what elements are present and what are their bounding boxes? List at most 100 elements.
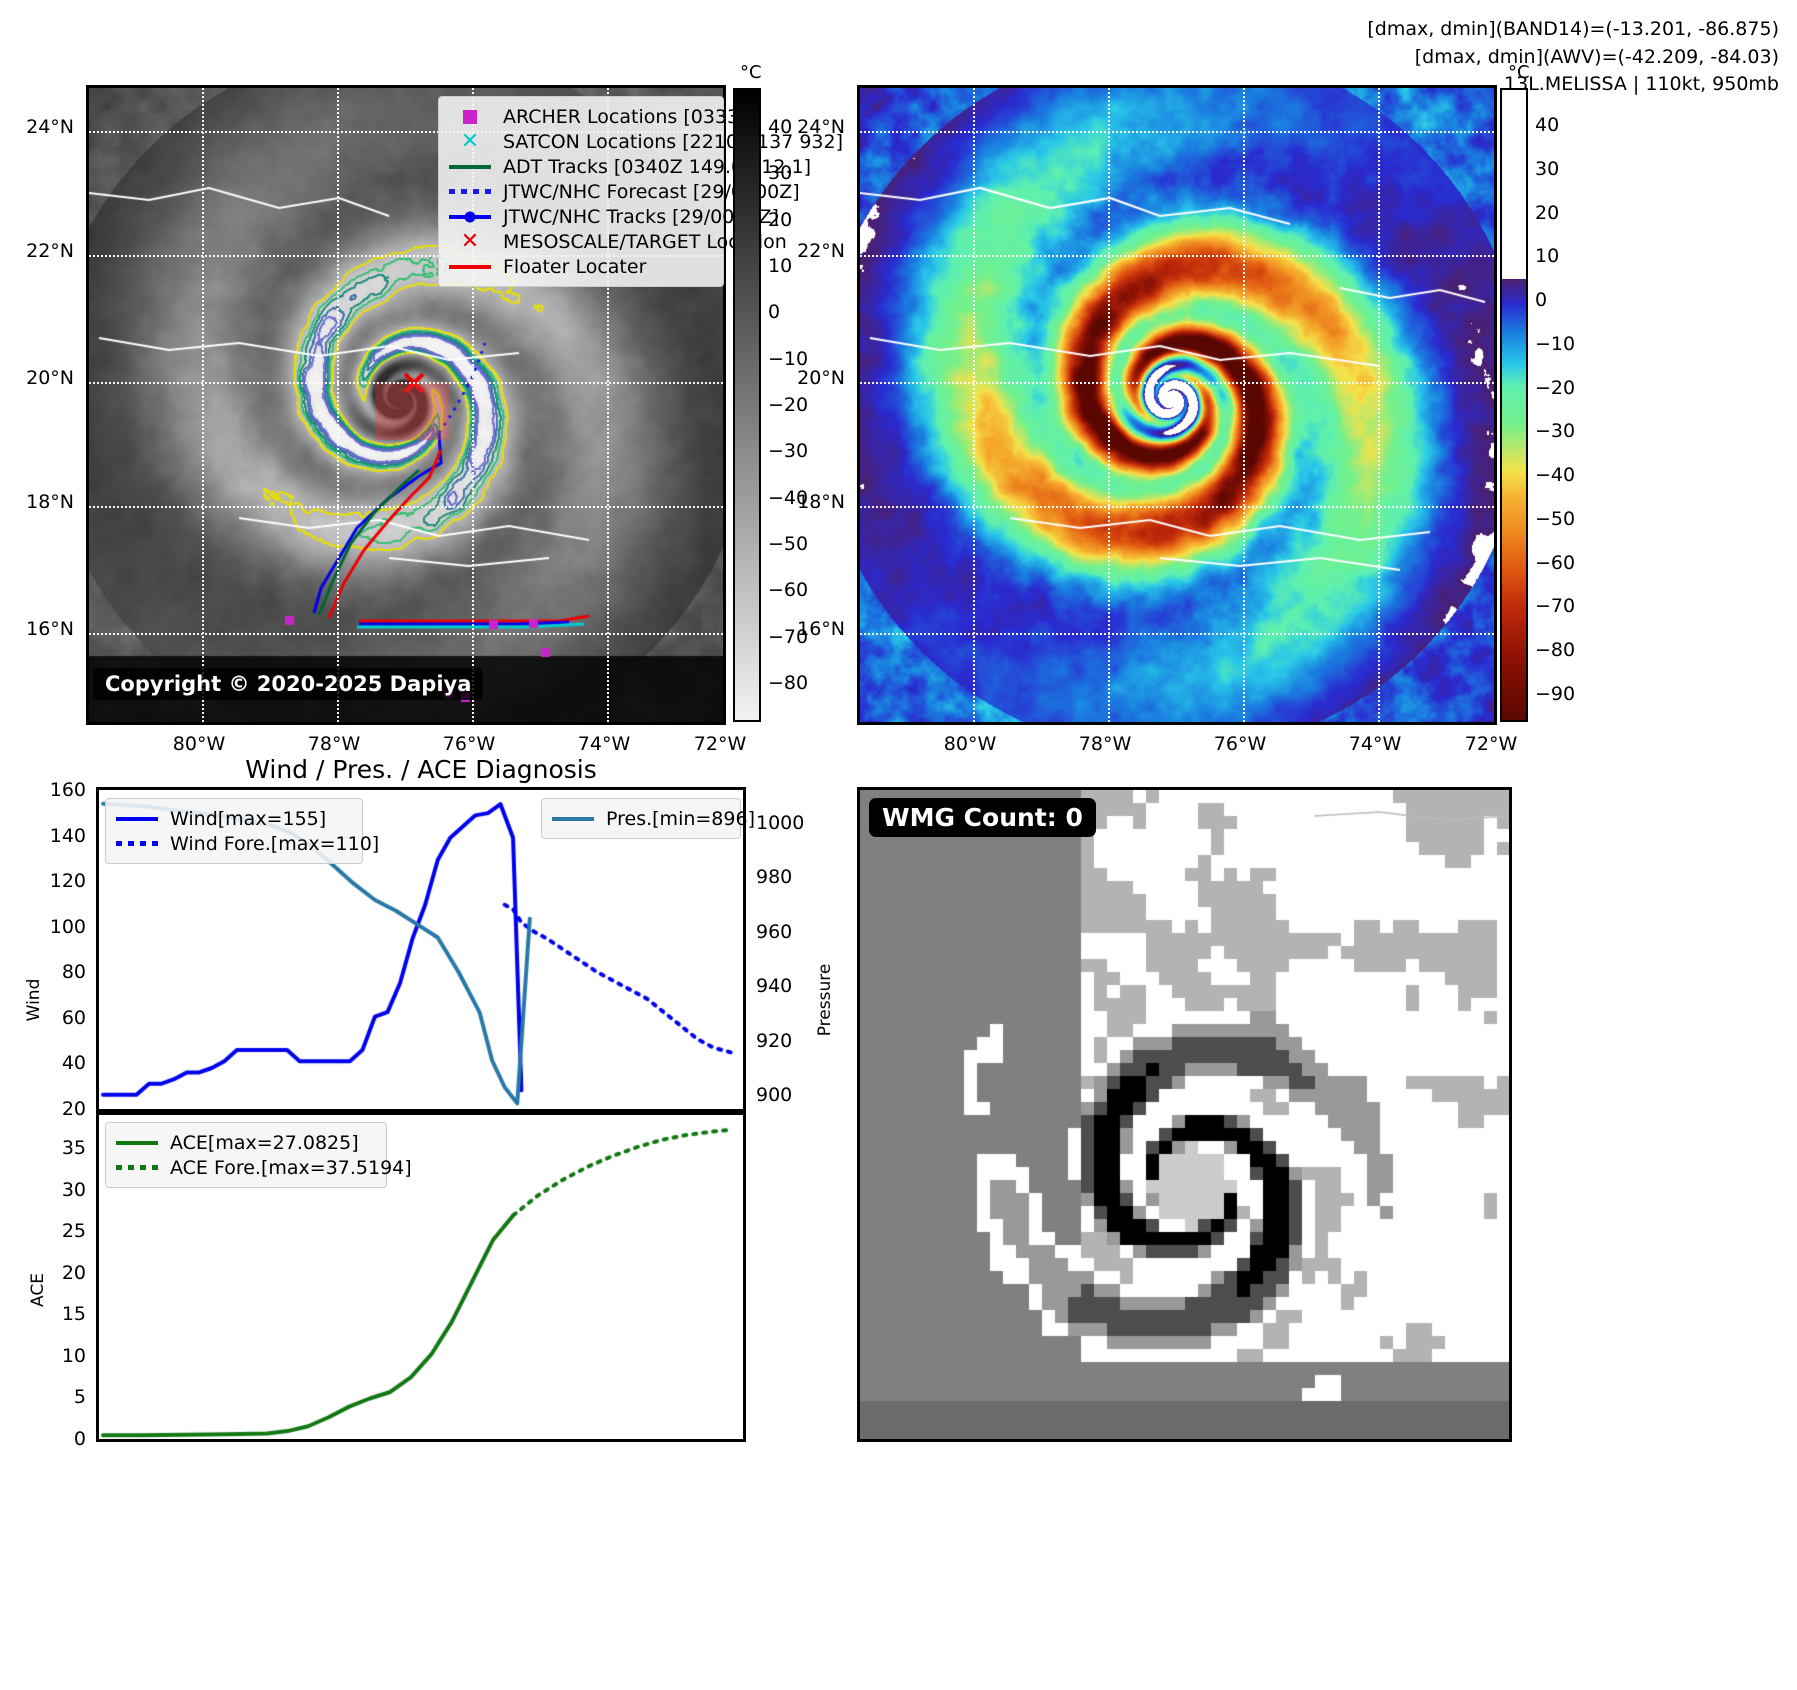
axis-tick-label: 16°N [797,618,845,640]
axis-tick-label: 22°N [26,240,74,262]
axis-tick-label: 25 [61,1220,86,1243]
legend-label: ARCHER Locations [0333Z] [503,105,760,128]
legend-key-icon [114,841,160,846]
axis-tick-label: 74°W [577,733,631,755]
colorbar-tick-label: −20 [1535,376,1576,399]
colorbar-tick-label: −70 [768,625,809,648]
legend-key-icon [114,1140,160,1145]
colorbar-tick-label: 10 [1535,245,1560,268]
colorbar-tick-label: −30 [1535,420,1576,443]
ir-color-enhanced-map[interactable] [857,85,1497,725]
axis-tick-label: 20°N [797,367,845,389]
colorbar-tick-label: −50 [1535,507,1576,530]
wmg-panel[interactable]: WMG Count: 0 [857,787,1512,1442]
legend-label: Wind Fore.[max=110] [170,832,380,855]
wind-chart-legend-left: Wind[max=155] Wind Fore.[max=110] [105,798,379,864]
colorbar-tick-label: −90 [1535,682,1576,705]
axis-tick-label: 980 [756,866,793,889]
legend-item: ACE[max=27.0825] [114,1130,376,1155]
legend-item: ✕ MESOSCALE/TARGET Location [447,228,787,254]
legend-key-icon [447,164,493,169]
colorbar-tick-label: −70 [1535,595,1576,618]
colorbar-tick-label: 40 [768,116,793,139]
legend-item: JTWC/NHC Tracks [29/0000Z] [447,204,779,229]
axis-tick-label: 0 [73,1428,86,1450]
colorbar-tick-label: 30 [1535,157,1560,180]
legend-key-icon [447,264,493,269]
ir-map-legend: ARCHER Locations [0333Z] ✕ SATCON Location… [438,96,843,287]
legend-label: JTWC/NHC Forecast [29/0000Z] [503,180,800,203]
axis-tick-label: 20°N [26,367,74,389]
ir-colorbar: 40 30 20 10 0 −10 −20 −30 −40 −50 −60 −70 −80 [733,88,808,722]
legend-label: MESOSCALE/TARGET Location [503,230,787,253]
wmg-count-badge: WMG Count: 0 [869,798,1096,837]
axis-tick-label: 60 [61,1006,86,1029]
wind-chart-legend-right: Pres.[min=896] [541,798,755,839]
legend-label: ACE Fore.[max=37.5194] [170,1156,412,1179]
header-stats: [dmax, dmin](BAND14)=(-13.201, -86.875) … [1367,16,1779,99]
storm-info: 13L.MELISSA | 110kt, 950mb [1504,73,1779,96]
axis-tick-label: 18°N [26,491,74,513]
legend-label: ADT Tracks [0340Z 149.0 912.1] [503,155,811,178]
axis-tick-label: 78°W [1078,733,1132,755]
axis-tick-label: 30 [61,1178,86,1201]
legend-label: Floater Locater [503,255,647,278]
colorbar-tick-label: 40 [1535,113,1560,136]
axis-tick-label: 72°W [1464,733,1518,755]
colorbar-tick-label: −60 [768,579,809,602]
axis-tick-label: 10 [61,1344,86,1367]
axis-tick-label: 24°N [797,116,845,138]
legend-item: Wind Fore.[max=110] [114,831,379,856]
axis-tick-label: 160 [49,779,86,801]
colorbar-tick-label: −30 [768,440,809,463]
color-colorbar-unit: °C [1508,62,1530,83]
axis-tick-label: 74°W [1348,733,1402,755]
legend-item: JTWC/NHC Forecast [29/0000Z] [447,179,800,204]
colorbar-tick-label: 30 [768,162,793,185]
colorbar-tick-label: −50 [768,532,809,555]
legend-key-icon [447,189,493,194]
colorbar-tick-label: −80 [768,671,809,694]
axis-tick-label: 100 [49,915,86,938]
legend-item: ✕ SATCON Locations [2210Z 137 932] [447,129,843,154]
stat-awv: [dmax, dmin](AWV)=(-42.209, -84.03) [1414,45,1779,68]
colorbar-tick-label: 20 [1535,201,1560,224]
axis-tick-label: 80 [61,961,86,984]
legend-item: ACE Fore.[max=37.5194] [114,1155,412,1180]
axis-tick-label: 76°W [1213,733,1267,755]
legend-key-icon [447,109,493,124]
copyright-badge: Copyright © 2020-2025 Dapiya [93,668,484,700]
axis-tick-label: 920 [756,1029,793,1052]
legend-item: Pres.[min=896] [550,806,755,831]
color-colorbar: 40 30 20 10 0 −10 −20 −30 −40 −50 −60 −70 −80 −90 [1500,88,1575,722]
legend-label: Pres.[min=896] [606,807,755,830]
ir-colorbar-unit: °C [740,62,762,83]
legend-label: JTWC/NHC Tracks [29/0000Z] [503,205,779,228]
colorbar-tick-label: 10 [768,255,793,278]
legend-key-icon [550,816,596,821]
axis-tick-label: 78°W [307,733,361,755]
colorbar-tick-label: 0 [1535,289,1548,311]
legend-label: Wind[max=155] [170,807,327,830]
legend-item: ADT Tracks [0340Z 149.0 912.1] [447,154,811,179]
colorbar-tick-label: −20 [768,394,809,416]
axis-tick-label: 72°W [693,733,747,755]
axis-tick-label: 900 [756,1084,793,1107]
axis-tick-label: 140 [49,824,86,847]
axis-tick-label: 120 [49,870,86,893]
axis-tick-label: 940 [756,975,793,998]
colorbar-tick-label: −10 [768,347,809,370]
axis-tick-label: 24°N [26,116,74,138]
legend-key-icon [114,816,160,821]
axis-tick-label: 22°N [797,240,845,262]
axis-tick-label: 960 [756,920,793,943]
pressure-y-axis-label: Pressure [815,963,835,1037]
axis-tick-label: 18°N [797,491,845,513]
axis-tick-label: 1000 [756,811,805,834]
legend-item: Floater Locater [447,254,713,279]
legend-key-icon: ✕ [460,228,480,254]
axis-tick-label: 16°N [26,618,74,640]
ace-chart-legend: ACE[max=27.0825] ACE Fore.[max=37.5194] [105,1122,412,1188]
axis-tick-label: 80°W [172,733,226,755]
axis-tick-label: 80°W [943,733,997,755]
